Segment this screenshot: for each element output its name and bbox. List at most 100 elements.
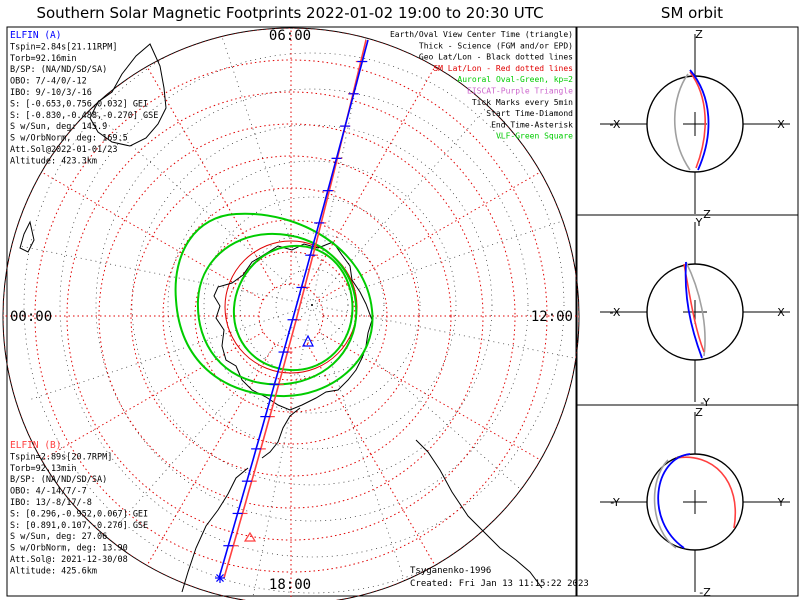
auroral-ovals [174,212,374,398]
time-label-left: 00:00 [10,309,52,325]
new-zealand-coastline [19,220,35,253]
info-line: IBO: 13/-8/17/-8 [10,498,92,508]
geo-longitude-line [113,304,313,531]
time-label-right: 12:00 [531,309,573,325]
south-america-coastline [181,467,249,593]
geo-latitude-circle [239,232,385,378]
elfin-a-center-triangle [302,334,314,347]
orbit-axis-label-bottom: -Z [699,586,711,599]
info-line: S: [0.296,-0.952,0.067] GEI [10,509,148,519]
info-line: S: [-0.653,0.756,0.032] GEI [10,99,148,109]
orbit-track-elfin-a [689,69,710,171]
orbit-axis-label-left: -X [610,118,621,131]
orbit-axis-label-bottom: -Z [699,208,711,221]
legend-entry: VLF-Green Square [496,132,573,141]
geo-longitude-line [311,79,511,306]
legend-entry: Earth/Oval View Center Time (triangle) [390,30,573,39]
elfin-a-footprint-track [218,39,369,579]
geo-latitude-circle [95,88,529,522]
sm-latitude-circle [98,123,484,509]
orbit-track-elfin-a [657,453,691,549]
info-line: S w/OrbNorm, deg: 169.5 [10,134,128,144]
geo-longitude-line [216,28,313,306]
orbit-axis-label-right: X [777,118,785,131]
geo-latitude-circle [131,124,493,486]
orbit-track-gray [674,73,691,171]
elfin-b-center-triangle [243,531,257,542]
credit-created: Created: Fri Jan 13 11:15:22 2023 [410,579,589,589]
orbit-panel: Z -Z -Y Y [600,406,790,599]
legend-entry: Thick - Science (FGM and/or EPD) [419,41,573,50]
legend-entry: Geo Lat/Lon - Black dotted lines [419,53,573,62]
orbit-track-elfin-a [684,261,703,359]
antarctic-peninsula-coastline [261,407,301,459]
geo-longitude-line [311,209,579,306]
orbit-axis-label-right: Y [777,496,785,509]
africa-coastline [415,439,543,589]
orbit-axis-label-top: Z [695,406,703,419]
elfin-a-end-asterisk [215,573,225,583]
orbit-track-gray [653,459,677,549]
figure-title: Southern Solar Magnetic Footprints 2022-… [36,4,543,22]
info-line: S w/OrbNorm, deg: 13.90 [10,544,128,554]
info-line: Att.Sol@2022-01-01/23 [10,145,117,155]
geo-longitude-line [311,304,408,590]
elfin-b-info: ELFIN (B) Tspin=2.89s[20.7RPM] Torb=92.13… [10,440,148,576]
info-line: S w/Sun, deg: 145.9 [10,122,107,132]
time-label-top: 06:00 [269,28,311,44]
orbit-axis-label-left: -Y [610,496,620,509]
geo-longitude-line [252,304,313,600]
geo-longitude-line [86,106,313,306]
sm-longitude-line [146,343,276,566]
sm-longitude-line [318,331,541,461]
footprint-tracks [215,39,369,583]
info-line: Tspin=2.84s[21.11RPM] [10,42,117,52]
legend-entry: Start Time-Diamond [486,109,573,118]
sm-latitude-circle [66,91,516,541]
orbit-axis-label-top: Y [695,216,703,229]
info-line: Torb=92.13min [10,464,77,474]
time-label-bottom: 18:00 [269,577,311,593]
geo-latitude-circle [275,268,349,342]
orbit-panels: Z -Z -X X Y -Y -X X Z -Z -Y Y [600,28,790,599]
sm-latitude-circle [34,59,548,573]
info-line: B/SP: (NA/ND/SD/SA) [10,65,107,75]
legend: Earth/Oval View Center Time (triangle) Th… [390,30,573,141]
info-line: Tspin=2.89s[20.7RPM] [10,452,112,462]
elfin-b-title: ELFIN (B) [10,440,61,451]
orbit-track-elfin-b [689,71,706,169]
geo-latitude-circle [59,52,565,558]
auroral-oval-inner [232,244,354,372]
geo-latitude-circle [167,160,457,450]
orbit-title: SM orbit [661,4,723,22]
info-line: Altitude: 423.3km [10,156,97,166]
geo-longitude-line [27,304,313,401]
auroral-oval-middle [196,232,358,386]
sm-latitude-circle [130,155,452,477]
info-line: Att.Sol@: 2021-12-30/08 [10,555,128,565]
australia-coastline [89,43,167,147]
orbit-axis-label-right: X [777,306,785,319]
legend-entry: Auroral Oval-Green, kp=2 [457,75,573,84]
polar-map: 06:00 00:00 12:00 18:00 [2,27,580,600]
orbit-track-elfin-b [675,456,737,529]
legend-entry: EISCAT-Purple Triangle [467,87,573,96]
geo-longitude-line [311,304,579,365]
antarctica-coastline [213,241,373,411]
orbit-axis-label-left: -X [610,306,621,319]
elfin-a-info: ELFIN (A) Tspin=2.84s[21.11RPM] Torb=92.1… [10,30,158,166]
info-line: B/SP: (NA/ND/SD/SA) [10,475,107,485]
geo-longitude-line [311,304,538,504]
info-line: OBO: 4/-14/7/-7 [10,487,87,497]
info-line: IBO: 9/-10/3/-16 [10,88,92,98]
orbit-track-gray [685,261,706,357]
orbit-axis-label-bottom: -Y [700,396,710,409]
info-line: S: [0.891,0.107,-0.270] GSE [10,521,148,531]
info-line: Torb=92.16min [10,54,77,64]
auroral-oval-outer [174,212,374,398]
sm-grid [3,28,579,600]
legend-entry: Tick Marks every 5min [472,98,573,107]
info-line: S w/Sun, deg: 27.06 [10,532,107,542]
orbit-axis-label-top: Z [695,28,703,41]
